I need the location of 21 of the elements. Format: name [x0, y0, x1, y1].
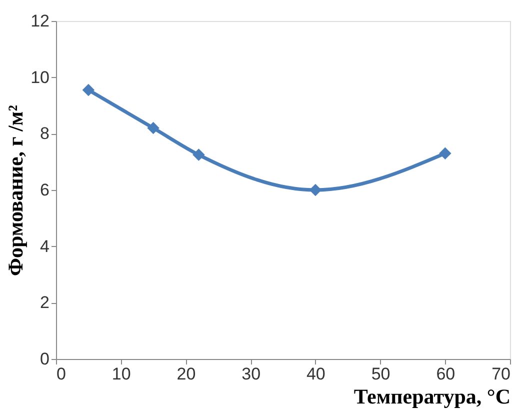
- y-tick-label: 0: [40, 350, 50, 368]
- y-tick-label: 10: [30, 68, 50, 87]
- x-tick-label: 10: [112, 364, 131, 384]
- y-tick-label: 4: [40, 236, 50, 256]
- y-tick-label: 12: [30, 12, 50, 30]
- y-axis-title: Формование, г /м²: [4, 105, 28, 276]
- x-tick-label: 40: [306, 364, 326, 384]
- x-tick-label: 70: [492, 364, 510, 384]
- x-tick-label: 0: [56, 364, 66, 384]
- x-tick-label: 60: [436, 364, 456, 384]
- x-tick-label: 30: [242, 364, 261, 384]
- x-axis-title: Температура, °C: [354, 384, 510, 408]
- point: [439, 147, 452, 160]
- x-tick-label: 50: [371, 364, 390, 384]
- x-tick-label: 20: [176, 364, 196, 384]
- y-tick-label: 8: [40, 124, 50, 144]
- point: [147, 122, 160, 134]
- y-tick-label: 6: [40, 180, 50, 200]
- point: [82, 84, 95, 96]
- point: [192, 148, 205, 161]
- y-tick-label: 2: [40, 293, 50, 312]
